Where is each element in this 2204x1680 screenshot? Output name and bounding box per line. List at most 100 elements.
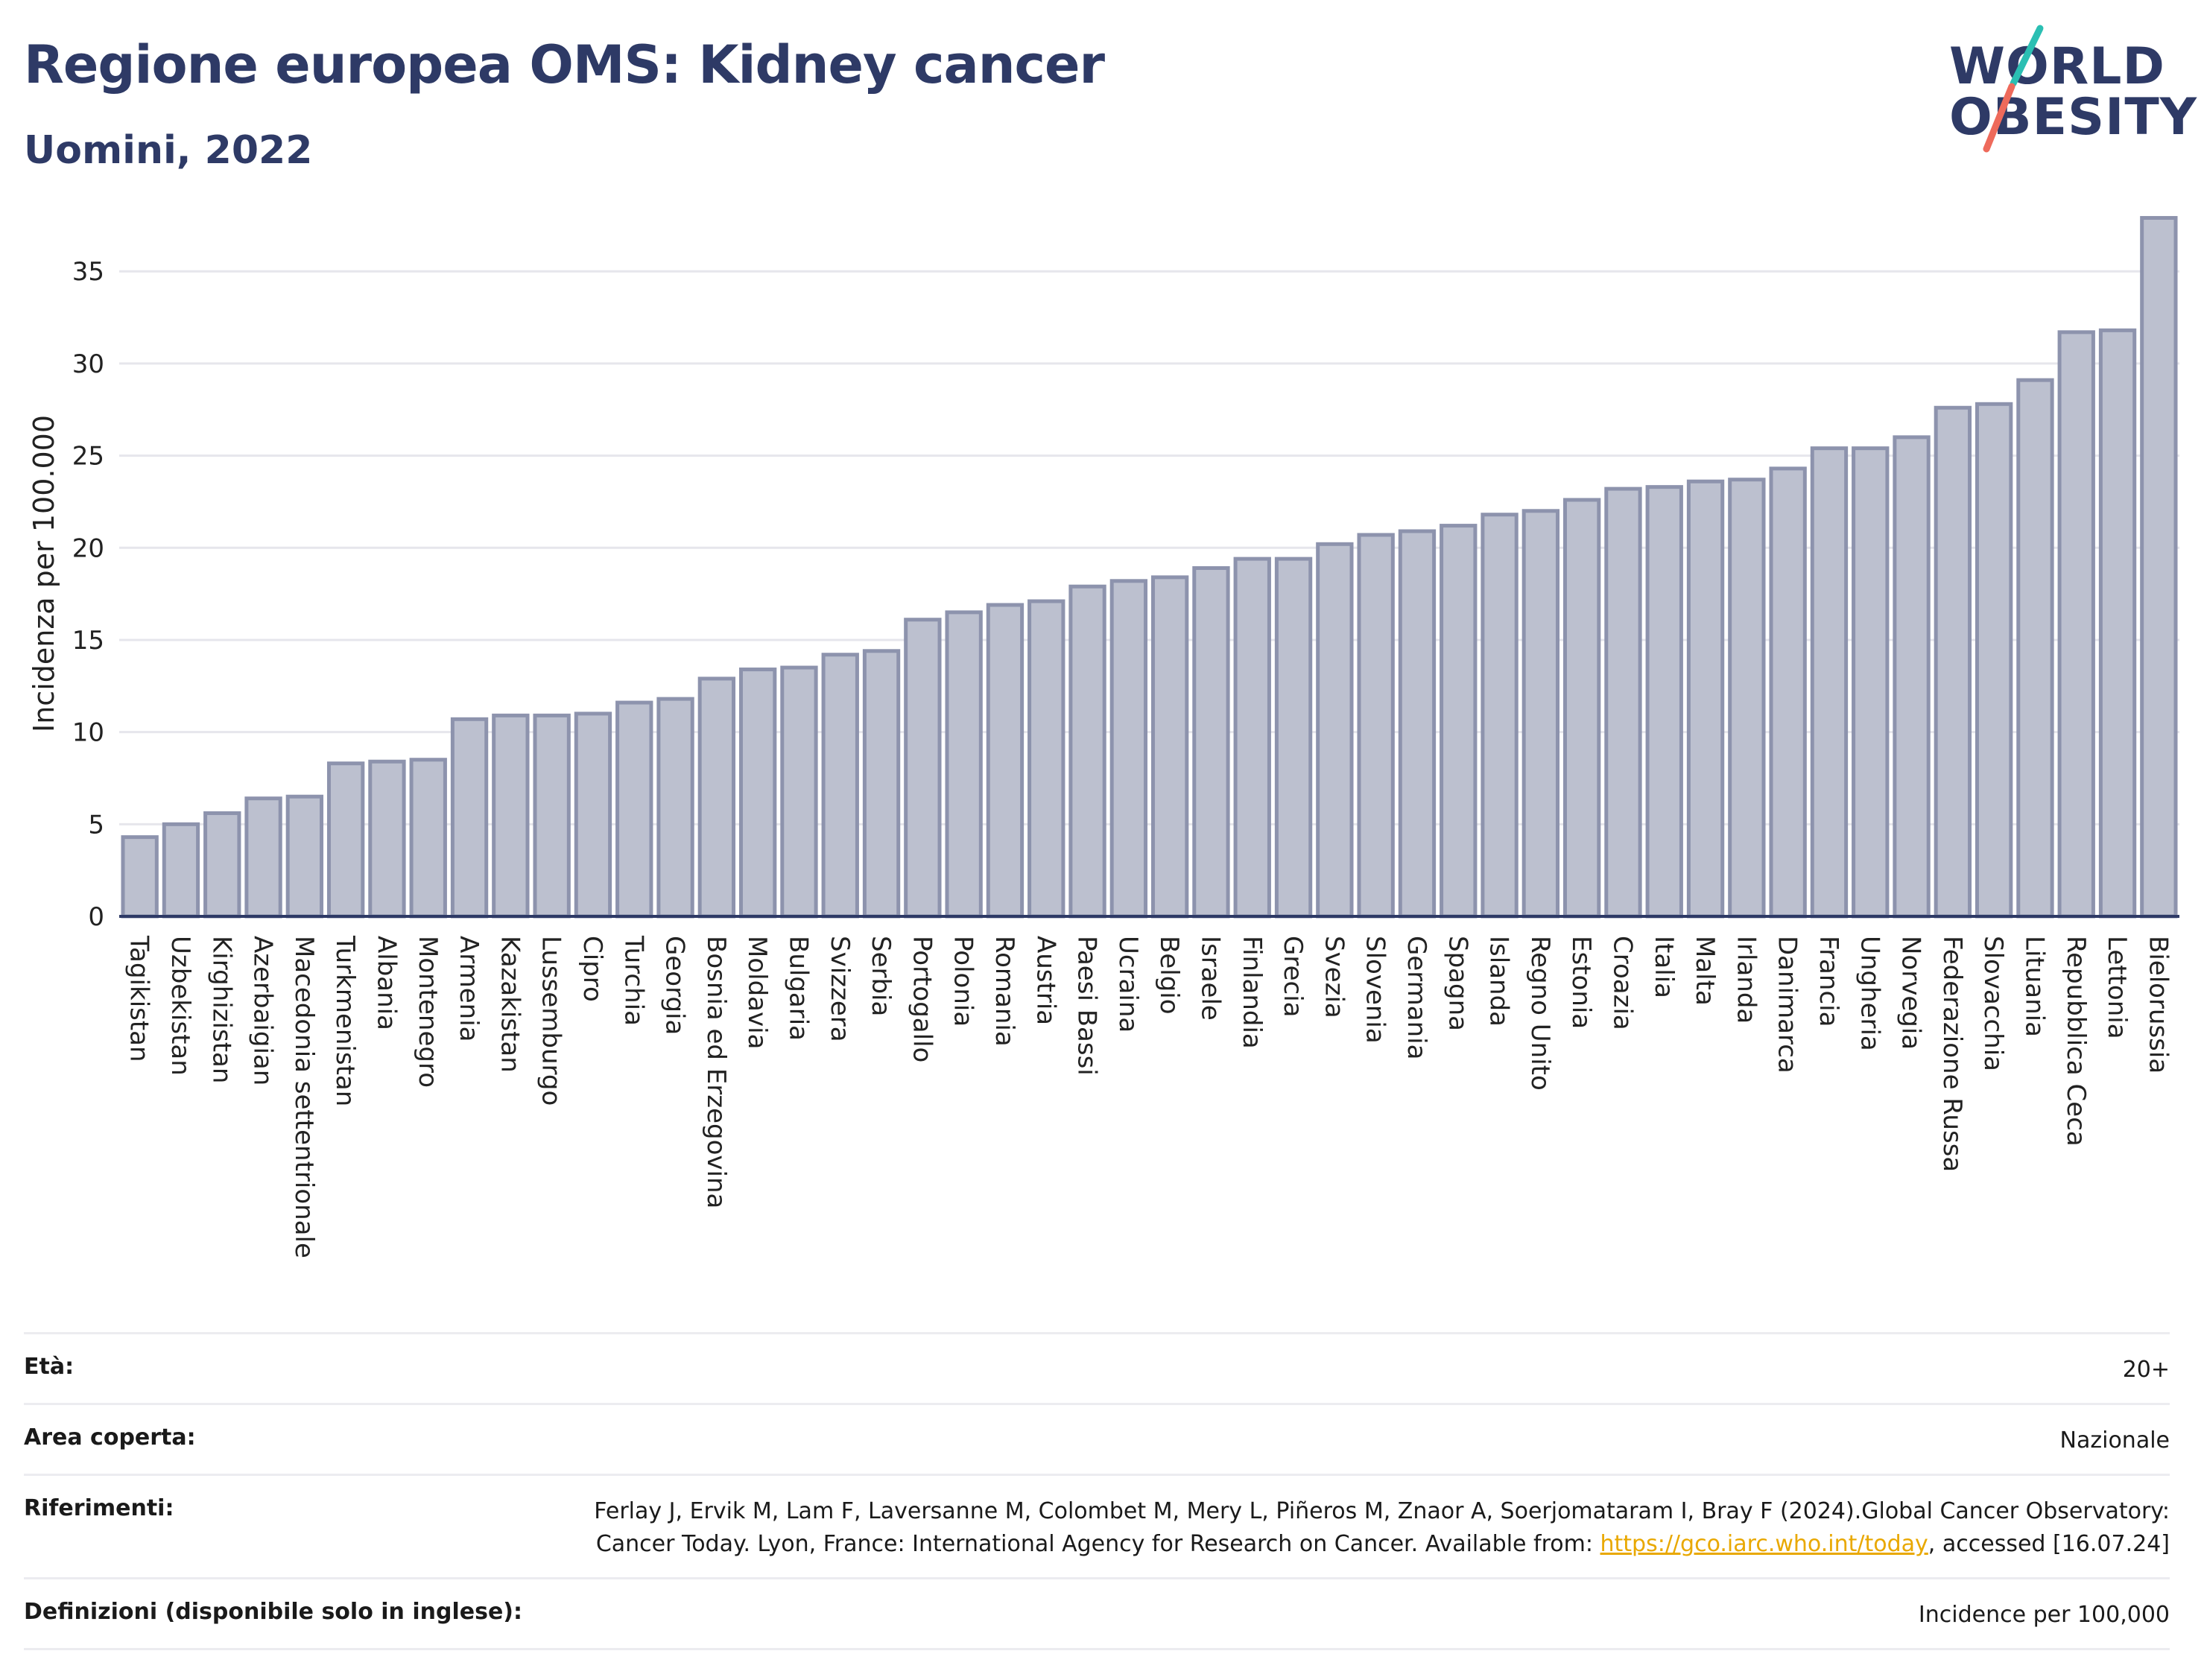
x-tick-label: Serbia [866,936,896,1016]
page-subtitle: Uomini, 2022 [24,128,313,173]
bar[interactable] [450,717,489,919]
bar[interactable] [492,713,530,919]
bar[interactable] [821,653,859,919]
page-title: Regione europea OMS: Kidney cancer [24,34,1105,95]
x-tick-label: Danimarca [1773,936,1802,1074]
bar[interactable] [1769,466,1807,919]
bar[interactable] [656,697,694,919]
bar[interactable] [1357,533,1395,919]
bar[interactable] [1027,599,1065,919]
bar[interactable] [1109,579,1148,919]
bar[interactable] [862,649,901,919]
x-tick-label: Israele [1195,936,1225,1021]
bar[interactable] [1562,498,1601,919]
area-value: Nazionale [2059,1427,2170,1454]
bar[interactable] [162,822,200,919]
y-tick-label: 15 [72,626,104,656]
age-value: 20+ [2122,1357,2170,1383]
y-axis-ticks: 0 5 10 15 20 25 30 35 [72,257,104,932]
bar[interactable] [1274,557,1313,919]
bar[interactable] [697,676,736,919]
x-tick-label: Uzbekistan [165,936,195,1076]
x-tick-label: Albania [371,936,401,1030]
bar[interactable] [1934,405,1972,919]
bar[interactable] [1233,557,1271,919]
x-tick-label: Svezia [1319,936,1349,1018]
y-tick-label: 30 [72,349,104,379]
bar[interactable] [326,761,365,919]
references-link[interactable]: https://gco.iarc.who.int/today [1600,1531,1928,1557]
meta-row-area: Area coperta: Nazionale [24,1403,2170,1474]
bar[interactable] [1975,402,2013,919]
bar[interactable] [1604,486,1642,919]
x-tick-label: Irlanda [1731,936,1761,1024]
definitions-label: Definizioni (disponibile solo in inglese… [24,1599,522,1625]
bar[interactable] [1521,509,1560,919]
y-axis-label: Incidenza per 100.000 [28,415,60,732]
bar[interactable] [2016,378,2054,919]
bar[interactable] [1645,485,1683,919]
x-tick-label: Polonia [949,936,978,1027]
x-tick-label: Slovacchia [1978,936,2008,1071]
bar[interactable] [780,665,818,919]
x-tick-label: Germania [1402,936,1431,1059]
x-tick-label: Francia [1814,936,1843,1027]
bar[interactable] [121,835,159,919]
bar[interactable] [244,796,282,919]
bar[interactable] [1316,542,1354,919]
bar[interactable] [2098,328,2137,919]
x-tick-label: Georgia [660,936,690,1035]
y-tick-label: 0 [88,902,104,932]
world-obesity-logo[interactable]: WORLD OBESITY [1930,22,2197,156]
logo-line-1: WORLD [1949,37,2165,96]
bar[interactable] [2140,215,2178,919]
x-tick-label: Cipro [577,936,607,1002]
bar[interactable] [615,700,653,919]
bar[interactable] [2057,330,2095,919]
bar[interactable] [1192,565,1230,919]
x-tick-label: Norvegia [1896,936,1926,1050]
bar[interactable] [738,668,777,919]
bar[interactable] [533,713,571,919]
bar[interactable] [1068,584,1106,919]
bar[interactable] [1481,513,1519,919]
x-tick-label: Lettonia [2102,936,2132,1039]
bar[interactable] [203,811,241,919]
bar[interactable] [1852,446,1890,919]
x-tick-label: Italia [1649,936,1679,998]
x-tick-label: Svizzera [825,936,855,1042]
bar[interactable] [1398,529,1437,919]
x-axis-ticks: Tagikistan Uzbekistan Kirghizistan Azerbaig… [124,935,2173,1258]
bar[interactable] [574,711,612,919]
bar[interactable] [986,603,1025,919]
y-tick-label: 20 [72,533,104,563]
x-tick-label: Kirghizistan [206,936,236,1083]
x-tick-label: Armenia [454,936,484,1042]
definitions-value: Incidence per 100,000 [1918,1602,2170,1628]
x-tick-label: Montenegro [413,936,443,1088]
bar[interactable] [1810,446,1849,919]
bar[interactable] [285,794,324,919]
bar[interactable] [368,759,406,919]
references-accessed: , accessed [16.07.24] [1928,1531,2170,1557]
x-tick-label: Malta [1690,936,1720,1006]
bar[interactable] [1728,478,1766,919]
x-tick-label: Turchia [618,935,648,1026]
x-tick-label: Grecia [1278,936,1308,1017]
x-tick-label: Turkmenistan [330,935,360,1106]
bar[interactable] [1150,575,1189,919]
meta-row-definitions: Definizioni (disponibile solo in inglese… [24,1577,2170,1650]
logo-slash-icon [1983,25,2044,153]
x-tick-label: Moldavia [742,936,772,1049]
bar[interactable] [1893,435,1931,919]
x-tick-label: Bielorussia [2143,936,2173,1074]
bar[interactable] [945,610,983,919]
x-tick-label: Spagna [1443,936,1472,1031]
bar[interactable] [1440,524,1478,919]
bar[interactable] [904,618,942,919]
x-tick-label: Belgio [1154,936,1184,1015]
meta-row-references: Riferimenti: Ferlay J, Ervik M, Lam F, L… [24,1474,2170,1577]
bar[interactable] [1686,479,1725,919]
x-tick-label: Lussemburgo [536,936,566,1106]
bar[interactable] [409,758,447,919]
